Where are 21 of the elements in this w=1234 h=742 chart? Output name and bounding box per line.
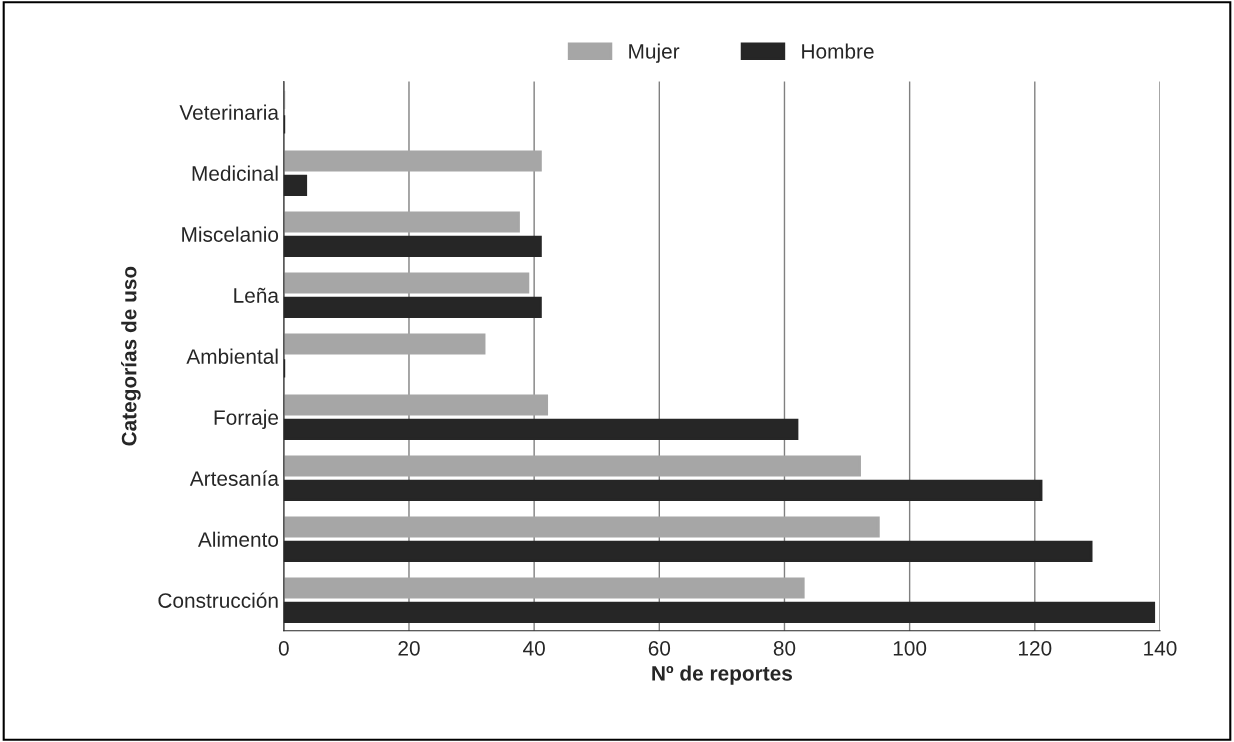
- legend-label: Mujer: [629, 43, 680, 63]
- y-tick-label: Artesanía: [189, 470, 279, 486]
- x-tick-label: 40: [523, 640, 545, 656]
- y-tick-label: Miscelanio: [182, 226, 279, 242]
- x-tick-label: 140: [1144, 640, 1177, 656]
- y-tick-label: Ambiental: [186, 348, 278, 364]
- y-tick-label: Alimento: [197, 531, 279, 547]
- x-tick-label: 120: [1019, 640, 1052, 656]
- y-tick-label: Veterinaria: [179, 104, 279, 120]
- x-tick-label: 80: [773, 640, 796, 656]
- y-axis-title: Categorías de uso: [121, 266, 141, 446]
- y-tick-label: Medicinal: [192, 165, 278, 181]
- y-tick-label: Construcción: [158, 592, 278, 608]
- y-tick-label: Leña: [234, 287, 279, 303]
- x-tick-label: 60: [648, 640, 671, 656]
- legend-label: Hombre: [802, 43, 874, 59]
- x-tick-label: 100: [893, 640, 927, 656]
- x-tick-label: 0: [278, 640, 289, 656]
- y-tick-label: Forraje: [214, 409, 279, 430]
- x-axis-title: Nº de reportes: [652, 665, 792, 685]
- x-tick-label: 20: [398, 640, 420, 656]
